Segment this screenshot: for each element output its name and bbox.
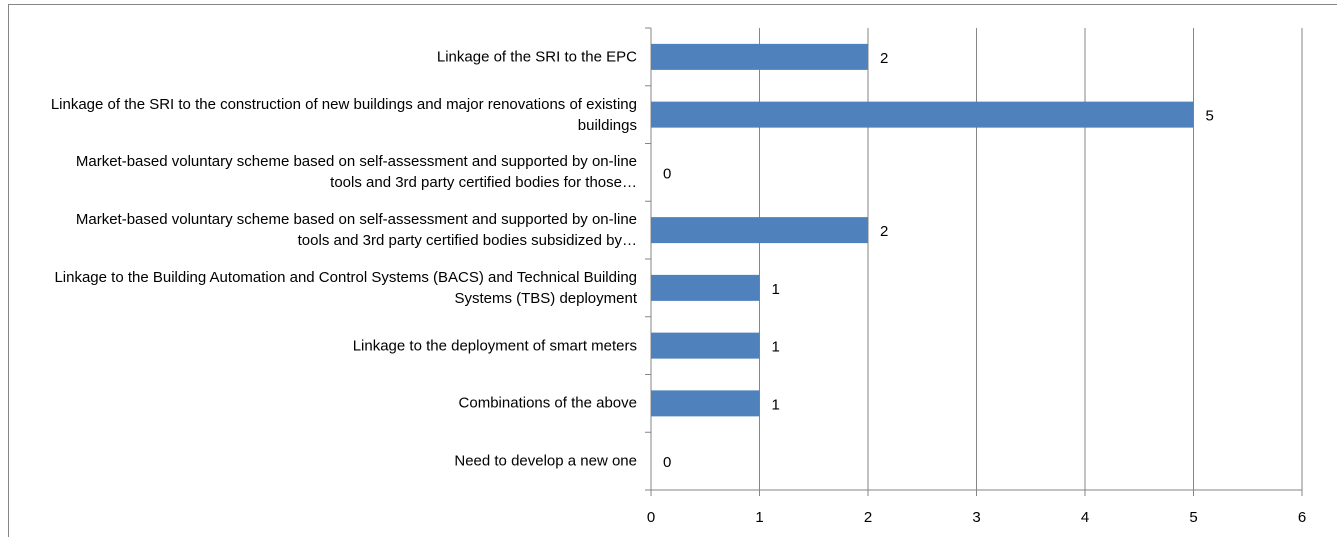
data-label: 2	[880, 50, 888, 67]
data-label: 1	[772, 339, 780, 356]
data-label: 1	[772, 396, 780, 413]
chart-frame	[8, 4, 1337, 537]
data-label: 2	[880, 223, 888, 240]
x-tick-label: 2	[864, 509, 872, 526]
x-tick-label: 1	[755, 509, 763, 526]
bar	[651, 274, 760, 301]
bar	[651, 43, 868, 70]
y-tick-label: Linkage of the SRI to the construction o…	[50, 95, 637, 134]
y-tick-label: Market-based voluntary scheme based on s…	[75, 211, 637, 250]
data-label: 0	[663, 454, 671, 471]
y-tick-label: Combinations of the above	[458, 394, 637, 412]
bar	[651, 217, 868, 244]
y-tick-label: Linkage to the deployment of smart meter…	[352, 337, 637, 355]
x-tick-label: 4	[1081, 509, 1089, 526]
y-tick-label: Linkage to the Building Automation and C…	[54, 268, 637, 307]
bar	[651, 332, 760, 359]
y-tick-label: Market-based voluntary scheme based on s…	[75, 153, 637, 192]
data-label: 1	[772, 281, 780, 298]
x-tick-label: 5	[1189, 509, 1197, 526]
x-tick-label: 3	[972, 509, 980, 526]
data-label: 0	[663, 165, 671, 182]
y-tick-label: Need to develop a new one	[454, 452, 637, 470]
data-label: 5	[1206, 108, 1214, 125]
x-tick-label: 0	[647, 509, 655, 526]
y-tick-label: Linkage of the SRI to the EPC	[436, 48, 637, 66]
bar	[651, 101, 1194, 128]
bar	[651, 390, 760, 417]
x-tick-label: 6	[1298, 509, 1306, 526]
